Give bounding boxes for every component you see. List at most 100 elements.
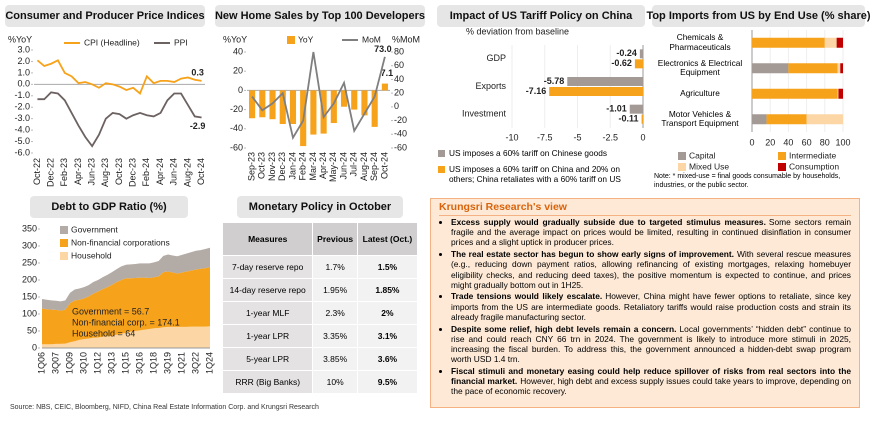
table-cell: 10% — [312, 370, 358, 394]
y-tick-label: 80 — [394, 46, 404, 56]
x-tick-label: -7.5 — [537, 132, 553, 142]
y-tick-label: 20 — [233, 66, 243, 76]
bar — [381, 83, 388, 91]
x-tick-label: 100 — [835, 137, 850, 147]
bar — [249, 90, 256, 119]
x-tick-label: Aug-24 — [182, 158, 192, 187]
bar — [567, 77, 643, 86]
point-lead: Excess supply would gradually subside du… — [451, 217, 766, 227]
bar — [629, 104, 643, 114]
y-tick-label: 1.0 — [17, 67, 30, 77]
y-tick-label: 0 — [32, 342, 37, 352]
x-tick-label: Oct-22 — [32, 158, 42, 185]
bar — [752, 114, 767, 125]
y-tick-label: -40 — [230, 123, 243, 133]
category-label: Motor Vehicles & Transport Equipment — [661, 108, 739, 129]
point-lead: Despite some relief, high debt levels re… — [451, 323, 677, 334]
bar — [840, 63, 843, 74]
area-series — [42, 267, 210, 345]
header-cell: Latest (Oct.) — [356, 222, 419, 256]
y-tick-label: 3.0 — [17, 44, 30, 54]
bar — [310, 90, 317, 135]
bar — [634, 59, 643, 69]
legend-label: US imposes a 60% tariff on Chinese goods — [449, 148, 608, 158]
policy-table: Measures Previous Latest (Oct.) 7-day re… — [221, 222, 419, 394]
bar — [837, 63, 841, 74]
x-tick-label: 1Q24 — [204, 352, 214, 374]
y-tick-label: 20 — [394, 88, 404, 98]
x-tick-label: Jan-24 — [287, 152, 297, 180]
x-tick-label: Oct-23 — [114, 158, 124, 185]
bar — [549, 87, 643, 96]
chart-title: Top Imports from US by End Use (% share) — [646, 10, 870, 22]
point-text: However, China might have fewer options … — [451, 291, 851, 322]
x-tick-label: Apr-23 — [73, 158, 83, 185]
x-tick-label: 3Q10 — [78, 352, 88, 374]
y-tick-label: -6.0 — [14, 147, 30, 157]
x-tick-label: 1Q15 — [120, 352, 130, 374]
x-tick-label: Sep-24 — [369, 152, 379, 181]
table-row: 1-year MLF 2.3% 2% — [221, 301, 419, 325]
bar — [279, 90, 286, 124]
area-series — [42, 326, 210, 348]
x-tick-label: Dec-23 — [277, 152, 287, 181]
y2-axis-label: %MoM — [392, 34, 420, 44]
line-series — [251, 51, 386, 141]
header-row: Measures Previous Latest (Oct.) — [221, 222, 419, 256]
source: Source: NBS, CEIC, Bloomberg, NIFD, Chin… — [10, 404, 319, 411]
x-tick-label: 0 — [640, 132, 645, 142]
view-point: Despite some relief, high debt levels re… — [451, 324, 851, 365]
x-tick-label: Jun-23 — [87, 158, 97, 186]
x-tick-label: 1Q06 — [36, 352, 46, 374]
data-label: 73.0 — [374, 44, 392, 54]
data-label: -5.78 — [544, 76, 565, 86]
x-tick-label: 20 — [765, 137, 775, 147]
bar — [752, 63, 789, 74]
table-cell: 1.5% — [356, 255, 419, 279]
chart-title: Impact of US Tariff Policy on China — [450, 10, 633, 22]
table-row: 14-day reserve repo 1.95% 1.85% — [221, 278, 419, 302]
x-tick-label: 1Q18 — [148, 352, 158, 374]
view-point: Trade tensions would likely escalate.How… — [451, 291, 851, 322]
point-lead: The real estate sector has begun to show… — [451, 249, 734, 260]
x-tick-label: Nov-23 — [267, 152, 277, 181]
x-tick-label: 0 — [749, 137, 754, 147]
bar — [371, 90, 378, 127]
x-tick-label: Aug-24 — [359, 152, 369, 181]
legend-label: YoY — [298, 34, 314, 44]
view-point: Excess supply would gradually subside du… — [451, 217, 851, 248]
category-label: Chemicals & Pharmaceuticals — [669, 32, 731, 52]
table-title: Monetary Policy in October — [249, 201, 392, 213]
legend-swatch — [438, 166, 445, 173]
y-tick-label: 0 — [238, 85, 243, 95]
data-label: -7.16 — [526, 86, 547, 96]
x-tick-label: 40 — [783, 137, 793, 147]
x-tick-label: 3Q22 — [190, 352, 200, 374]
legend-swatch — [60, 226, 68, 234]
legend-item: US imposes a 60% tariff on China and 20%… — [438, 164, 638, 184]
y-tick-label: 350 — [22, 223, 37, 233]
data-label: 7.1 — [381, 68, 394, 78]
x-tick-label: Apr-24 — [155, 158, 165, 185]
view-title: Krungsri Research's view — [439, 201, 851, 216]
x-tick-label: Mar-24 — [308, 152, 318, 181]
bar — [340, 90, 348, 107]
y-tick-label: -3.0 — [14, 113, 30, 123]
x-tick-label: Jun-24 — [169, 158, 179, 186]
x-tick-label: 3Q13 — [106, 352, 116, 374]
legend-label: CPI (Headline) — [84, 37, 140, 47]
view-point: The real estate sector has begun to show… — [451, 249, 851, 290]
x-tick-label: Jun-24 — [338, 152, 348, 180]
category-label: Electronics & Electrical Equipment — [657, 57, 743, 78]
legend-label: Intermediate — [789, 150, 837, 160]
x-tick-label: 60 — [802, 137, 812, 147]
x-tick-label: Feb-24 — [298, 152, 308, 181]
table-cell: 2% — [356, 301, 419, 325]
x-tick-label: Jul-24 — [349, 152, 359, 177]
table-cell: 1-year MLF — [221, 301, 314, 325]
point-lead: Fiscal stimuli and monetary easing could… — [451, 365, 851, 387]
table-cell: 3.6% — [356, 347, 419, 371]
table-row: 1-year LPR 3.35% 3.1% — [221, 324, 419, 348]
